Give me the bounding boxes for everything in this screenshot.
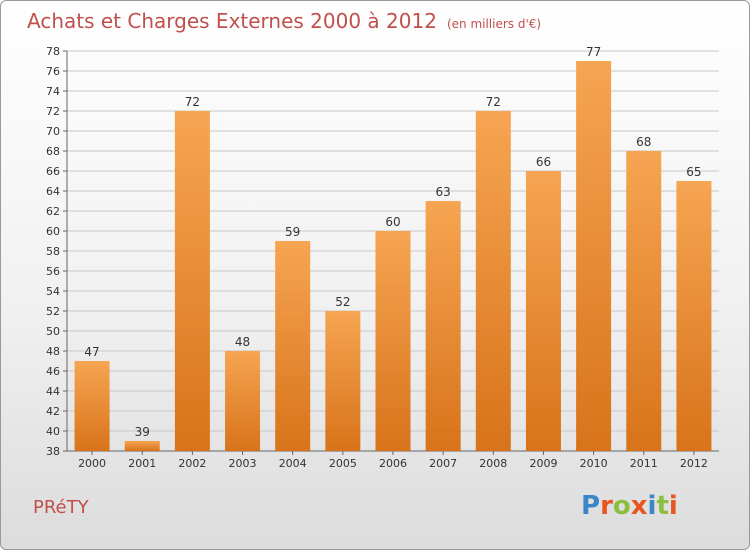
commune-name: PRéTY: [33, 497, 89, 518]
value-label: 72: [486, 95, 501, 109]
logo-letter: r: [600, 491, 613, 521]
bar-2007: [425, 201, 461, 451]
y-tick-label: 60: [46, 225, 60, 238]
value-label: 72: [185, 95, 200, 109]
bar-2003: [225, 351, 261, 451]
value-label: 77: [586, 45, 601, 59]
y-tick-label: 72: [46, 105, 60, 118]
y-tick-label: 76: [46, 65, 60, 78]
bar-2010: [576, 61, 612, 451]
x-tick-label: 2000: [78, 457, 106, 470]
logo-letter: o: [612, 491, 631, 521]
y-tick-label: 74: [46, 85, 60, 98]
x-tick-label: 2009: [529, 457, 557, 470]
unit-label: (en milliers d'€): [446, 17, 542, 31]
x-tick-label: 2011: [630, 457, 658, 470]
bar-2002: [174, 111, 210, 451]
x-tick-label: 2006: [379, 457, 407, 470]
bar-2005: [325, 311, 361, 451]
x-tick-label: 2010: [580, 457, 608, 470]
value-label: 48: [235, 335, 250, 349]
y-tick-label: 62: [46, 205, 60, 218]
logo-letter: t: [656, 491, 669, 521]
y-tick-label: 70: [46, 125, 60, 138]
bar-2009: [525, 171, 561, 451]
y-tick-label: 40: [46, 425, 60, 438]
value-label: 47: [84, 345, 99, 359]
y-tick-label: 38: [46, 445, 60, 458]
y-tick-label: 42: [46, 405, 60, 418]
y-tick-label: 50: [46, 325, 60, 338]
y-tick-label: 64: [46, 185, 60, 198]
x-tick-label: 2005: [329, 457, 357, 470]
value-label: 39: [135, 425, 150, 439]
bar-2008: [475, 111, 511, 451]
bar-2011: [626, 151, 662, 451]
y-tick-label: 52: [46, 305, 60, 318]
value-label: 52: [335, 295, 350, 309]
y-tick-label: 44: [46, 385, 60, 398]
x-tick-label: 2008: [479, 457, 507, 470]
y-tick-label: 66: [46, 165, 60, 178]
y-tick-label: 56: [46, 265, 60, 278]
bar-2012: [676, 181, 712, 451]
bar-2001: [124, 441, 160, 451]
y-tick-label: 68: [46, 145, 60, 158]
y-tick-label: 78: [46, 45, 60, 58]
bar-2000: [74, 361, 110, 451]
value-label: 60: [385, 215, 400, 229]
logo-letter: P: [581, 491, 601, 521]
x-tick-label: 2001: [128, 457, 156, 470]
value-label: 66: [536, 155, 551, 169]
x-tick-label: 2012: [680, 457, 708, 470]
value-label: 65: [686, 165, 701, 179]
bar-2004: [275, 241, 311, 451]
y-tick-label: 58: [46, 245, 60, 258]
value-label: 68: [636, 135, 651, 149]
bar-2006: [375, 231, 411, 451]
logo-letter: x: [630, 491, 648, 521]
logo-letter: i: [647, 491, 657, 521]
x-tick-label: 2002: [178, 457, 206, 470]
value-label: 63: [436, 185, 451, 199]
x-tick-label: 2007: [429, 457, 457, 470]
x-tick-label: 2003: [229, 457, 257, 470]
logo-letter: i: [668, 491, 678, 521]
y-tick-label: 48: [46, 345, 60, 358]
value-label: 59: [285, 225, 300, 239]
chart-title: Achats et Charges Externes 2000 à 2012 (e…: [27, 9, 541, 33]
y-tick-label: 54: [46, 285, 60, 298]
title-text: Achats et Charges Externes 2000 à 2012: [27, 9, 437, 33]
x-tick-label: 2004: [279, 457, 307, 470]
y-tick-label: 46: [46, 365, 60, 378]
proxiti-logo: Proxiti: [581, 491, 678, 521]
